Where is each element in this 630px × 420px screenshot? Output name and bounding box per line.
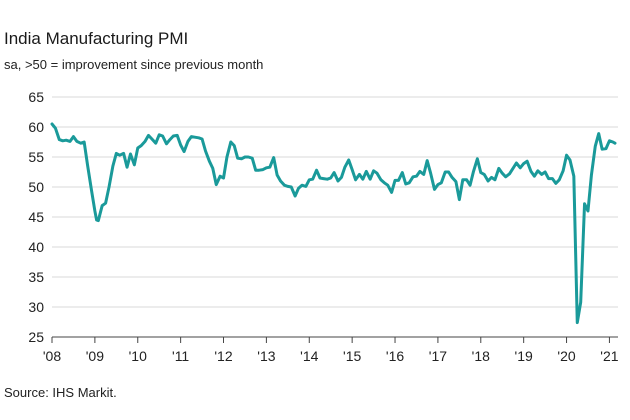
gridlines [52, 96, 618, 308]
series-line-pmi [50, 122, 617, 325]
x-tick-label: '08 [43, 348, 61, 364]
y-tick-label: 45 [28, 209, 44, 225]
y-tick-label: 50 [28, 179, 44, 195]
x-tick-label: '09 [86, 348, 104, 364]
y-tick-label: 55 [28, 149, 44, 165]
axes: 25 30 35 40 45 50 55 60 65 '08 '09 '10 '11 '12 '13 '14 '… [28, 89, 618, 364]
x-tick-label: '16 [386, 348, 404, 364]
x-tick-label: '17 [429, 348, 447, 364]
x-tick-label: '11 [172, 348, 189, 364]
x-tick-label: '15 [343, 348, 361, 364]
y-tick-label: 40 [28, 239, 44, 255]
x-tick-label: '13 [257, 348, 275, 364]
x-tick-label: '10 [129, 348, 147, 364]
source-note: Source: IHS Markit. [4, 385, 117, 400]
x-tick-label: '18 [472, 348, 490, 364]
y-tick-label: 30 [28, 299, 44, 315]
x-tick-label: '12 [214, 348, 232, 364]
y-tick-label: 35 [28, 269, 44, 285]
series-layer [50, 122, 617, 325]
x-tick-label: '19 [515, 348, 533, 364]
chart-subtitle: sa, >50 = improvement since previous mon… [4, 57, 264, 72]
x-tick-label: '14 [300, 348, 318, 364]
x-tick-label: '20 [557, 348, 575, 364]
y-tick-label: 60 [28, 119, 44, 135]
y-tick-label: 65 [28, 89, 44, 105]
chart-title: India Manufacturing PMI [4, 29, 189, 48]
x-tick-label: '21 [600, 348, 618, 364]
y-tick-label: 25 [28, 329, 44, 345]
